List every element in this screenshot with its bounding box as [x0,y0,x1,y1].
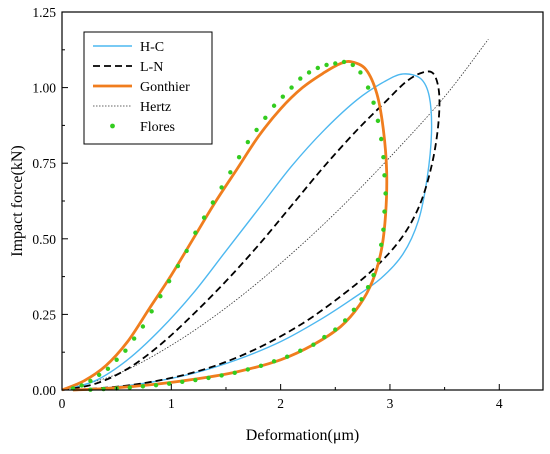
data-point-flores [263,115,268,121]
data-point-flores [206,375,211,381]
data-point-flores [158,294,163,299]
data-point-flores [381,227,386,232]
legend-label-l-n: L-N [140,60,163,75]
data-point-flores [365,85,371,90]
data-point-flores [166,381,172,386]
y-ticks: 0.00 0.25 0.50 0.75 1.00 1.25 [32,5,68,398]
series-line-l-n [61,70,441,391]
series-line-h-c [61,73,433,391]
plot-curves [61,38,489,392]
data-point-flores [298,348,303,353]
data-point-flores [322,334,327,340]
data-point-flores [382,173,387,178]
data-point-flores [342,318,348,323]
data-point-flores [333,327,338,332]
data-point-flores [289,85,294,90]
data-point-flores [271,103,277,108]
data-point-flores [114,357,119,362]
data-point-flores [298,76,303,81]
x-tick-label: 2 [277,396,284,411]
legend-label-gonthier: Gonthier [140,80,190,95]
data-point-flores [280,94,286,99]
data-point-flores [140,324,146,329]
data-point-flores [258,363,264,369]
data-point-flores [236,154,242,160]
data-point-flores [101,386,106,392]
data-point-flores [306,70,312,75]
data-point-flores [371,272,376,278]
data-point-flores [153,382,159,388]
data-point-flores [375,257,381,263]
data-point-flores [140,384,146,389]
data-point-flores [105,366,111,372]
data-point-flores [232,370,237,375]
data-point-flores [324,62,329,68]
legend-label-h-c: H-C [140,40,164,55]
data-point-flores [245,139,251,145]
data-point-flores [123,348,128,353]
data-point-flores [88,378,93,384]
x-ticks: 0 1 2 3 4 [59,384,503,411]
data-point-flores [96,372,102,378]
data-point-flores [175,263,181,269]
y-tick-label: 0.25 [32,307,56,322]
data-point-flores [166,278,172,284]
data-point-flores [149,309,154,314]
data-point-flores [375,118,381,124]
data-point-flores [271,359,277,364]
data-point-flores [219,373,224,378]
y-tick-label: 0.00 [32,383,56,398]
y-tick-label: 0.50 [32,232,56,247]
y-tick-label: 1.25 [32,5,56,20]
y-tick-label: 0.75 [32,156,56,171]
y-tick-label: 1.00 [32,81,56,96]
data-point-flores [358,70,363,75]
legend: H-C L-N Gonthier Hertz Flores [83,31,213,145]
data-point-flores [201,215,207,220]
legend-swatch-flores [110,123,115,129]
data-point-flores [381,154,386,160]
data-point-flores [341,59,347,65]
data-point-flores [311,342,316,347]
data-point-flores [284,354,290,359]
y-axis-title: Impact force(kN) [9,145,26,257]
x-tick-label: 0 [59,396,66,411]
data-point-flores [383,191,388,196]
series-flores [70,59,388,392]
legend-label-flores: Flores [140,120,175,135]
data-point-flores [79,383,84,388]
data-point-flores [131,336,137,341]
series-line-gonthier [61,60,389,392]
x-tick-label: 3 [387,396,394,411]
data-point-flores [210,200,216,205]
data-point-flores [315,65,321,71]
data-point-flores [333,61,338,66]
data-point-flores [379,242,384,248]
data-point-flores [219,185,224,190]
x-tick-label: 4 [496,396,503,411]
data-point-flores [371,100,376,105]
data-point-flores [382,209,387,214]
data-point-flores [351,307,357,313]
x-axis-title: Deformation(μm) [246,427,359,444]
data-point-flores [365,284,371,290]
legend-label-hertz: Hertz [140,100,171,115]
data-point-flores [180,379,185,385]
data-point-flores [254,127,259,133]
data-point-flores [193,230,198,235]
data-point-flores [228,170,233,175]
data-point-flores [193,377,198,383]
data-point-flores [127,385,132,390]
data-point-flores [184,248,189,254]
data-point-flores [379,136,384,142]
x-tick-label: 1 [168,396,175,411]
legend-frame [83,31,213,145]
data-point-flores [350,62,355,68]
data-point-flores [359,297,364,302]
data-point-flores [245,367,251,372]
